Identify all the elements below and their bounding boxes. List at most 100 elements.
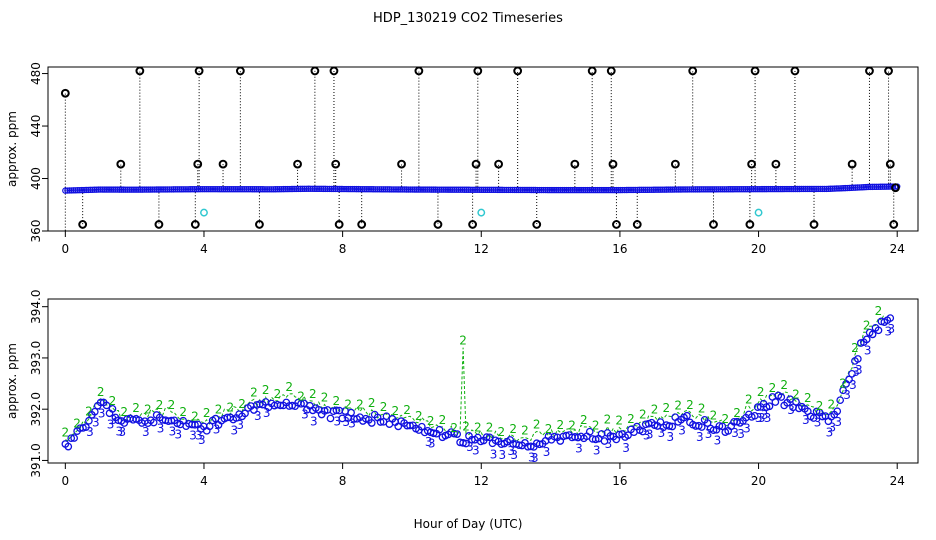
bottom-marker-label-2: 2 <box>462 420 470 434</box>
bottom-data-circle <box>376 418 385 426</box>
top-baseline-point <box>99 186 106 193</box>
top-baseline-point <box>525 186 533 194</box>
bottom-marker-label-3: 3 <box>236 418 244 432</box>
top-baseline-point <box>245 186 252 193</box>
bottom-data-circle <box>753 403 762 412</box>
top-baseline-point <box>852 184 859 191</box>
top-baseline-point <box>76 186 84 194</box>
bottom-marker-label-3: 3 <box>116 424 124 438</box>
top-spike-point <box>632 220 642 229</box>
top-baseline-point <box>729 186 737 193</box>
top-baseline-point <box>355 185 362 193</box>
top-baseline-point <box>600 186 608 194</box>
bottom-marker-label-3: 3 <box>666 430 674 444</box>
top-baseline-point <box>284 185 292 193</box>
bottom-marker-label-2: 2 <box>604 412 612 426</box>
top-baseline-point <box>423 186 431 193</box>
top-baseline-point <box>744 185 751 193</box>
top-baseline-point <box>663 186 670 193</box>
bottom-marker-label-3: 3 <box>107 417 115 431</box>
top-baseline-point <box>790 185 797 193</box>
top-baseline-point <box>748 185 755 193</box>
top-baseline-point <box>440 186 448 193</box>
top-baseline-point <box>804 185 811 193</box>
top-baseline-point <box>713 186 720 193</box>
bottom-marker-label-3: 3 <box>531 451 539 465</box>
bottom-data-circle <box>450 429 459 438</box>
top-baseline-point <box>430 186 437 193</box>
chart-title: HDP_130219 CO2 Timeseries <box>373 11 563 26</box>
top-baseline-point <box>340 185 348 193</box>
bottom-x-tick-label: 16 <box>612 474 627 488</box>
top-baseline-point <box>500 186 508 194</box>
top-baseline-point <box>240 186 248 193</box>
bottom-marker-label-3: 3 <box>593 443 601 457</box>
top-baseline-point <box>436 186 443 193</box>
top-baseline-point <box>87 186 94 194</box>
bottom-marker-label-2: 2 <box>356 397 364 411</box>
top-baseline-point <box>482 186 489 194</box>
bottom-marker-label-2: 2 <box>698 402 706 416</box>
top-baseline-point <box>224 185 231 193</box>
bottom-data-circle <box>288 401 297 410</box>
bottom-marker-label-3: 3 <box>855 363 863 377</box>
top-baseline-point <box>490 186 497 194</box>
top-baseline-point <box>802 185 809 193</box>
top-baseline-point <box>201 185 208 193</box>
top-baseline-point <box>251 186 258 193</box>
top-baseline-point <box>403 186 410 193</box>
bottom-x-tick-label: 4 <box>200 474 208 488</box>
top-baseline-point <box>717 186 724 193</box>
top-baseline-point <box>563 186 570 194</box>
bottom-data-circle <box>868 330 877 339</box>
top-baseline-point <box>263 186 271 193</box>
bottom-data-circle <box>526 442 535 451</box>
top-baseline-point <box>640 186 647 194</box>
top-baseline-point <box>270 186 277 193</box>
top-baseline-point <box>405 186 412 193</box>
top-baseline-point <box>812 185 820 193</box>
top-baseline-point <box>170 186 177 193</box>
top-baseline-point <box>426 186 433 193</box>
bottom-marker-label-3: 3 <box>301 407 309 421</box>
top-flagged-point <box>754 208 763 217</box>
bottom-x-tick-label: 12 <box>474 474 489 488</box>
top-baseline-point <box>619 186 626 194</box>
top-baseline-point <box>469 186 477 193</box>
top-baseline-point <box>278 185 285 193</box>
bottom-marker-label-3: 3 <box>507 444 515 458</box>
top-baseline-point <box>638 186 645 194</box>
top-spike-point <box>135 66 145 76</box>
top-baseline-point <box>831 185 839 192</box>
top-baseline-point <box>742 185 749 193</box>
top-baseline-point <box>536 186 543 194</box>
top-baseline-point <box>218 185 225 193</box>
bottom-marker-label-2: 2 <box>875 304 883 318</box>
top-baseline-point <box>238 186 246 193</box>
bottom-marker-label-3: 3 <box>887 322 895 336</box>
bottom-marker-label-2: 2 <box>203 406 211 420</box>
top-baseline-point <box>721 186 728 193</box>
top-baseline-point <box>444 186 452 193</box>
bottom-data-circle <box>406 421 414 430</box>
x-axis-label: Hour of Day (UTC) <box>414 517 523 531</box>
bottom-data-circle <box>459 439 467 447</box>
bottom-marker-label-3: 3 <box>86 425 94 439</box>
top-baseline-point <box>848 184 855 192</box>
top-spike-point <box>884 66 893 76</box>
bottom-data-circle <box>85 416 93 425</box>
top-baseline-point <box>740 186 747 193</box>
top-baseline-point <box>688 186 695 193</box>
bottom-marker-label-3: 3 <box>528 450 536 464</box>
bottom-data-circle <box>453 430 462 438</box>
bottom-data-circle <box>750 411 759 420</box>
top-baseline-point <box>652 186 660 193</box>
bottom-marker-label-2: 2 <box>615 414 623 428</box>
bottom-marker-label-2: 2 <box>792 387 800 401</box>
bottom-marker-label-3: 3 <box>743 422 751 436</box>
bottom-marker-label-3: 3 <box>864 343 872 357</box>
bottom-x-tick-label: 0 <box>62 474 70 488</box>
top-baseline-point <box>417 186 425 193</box>
top-spike-point <box>329 66 339 76</box>
top-spike-point <box>771 159 781 169</box>
